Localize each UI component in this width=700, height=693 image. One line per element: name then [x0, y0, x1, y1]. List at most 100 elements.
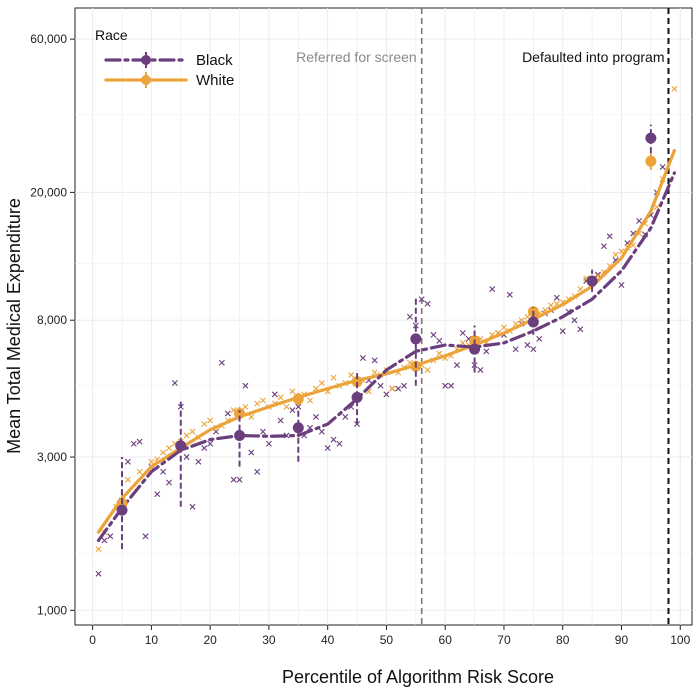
data-point-black [442, 382, 449, 389]
data-point-black [201, 445, 208, 452]
data-point-white [283, 403, 290, 410]
data-point-white [95, 546, 102, 553]
data-point-white [148, 458, 155, 465]
mean-point-black [175, 440, 187, 452]
legend-label-black: Black [196, 52, 233, 69]
data-point-black [448, 382, 455, 389]
x-tick-label: 100 [670, 633, 690, 647]
data-point-black [530, 346, 537, 353]
axes: 0 10 20 30 40 50 60 70 80 90 100 1,000 3,000 8,000 20,… [30, 32, 690, 647]
y-tick-label: 60,000 [30, 32, 67, 46]
data-point-white [254, 400, 261, 407]
data-point-black [183, 454, 190, 461]
data-point-black [295, 403, 302, 410]
data-point-white [248, 413, 255, 420]
mean-point-black [527, 316, 539, 328]
data-point-black [142, 533, 149, 540]
data-point-black [571, 317, 578, 324]
data-point-black [236, 476, 243, 483]
data-point-black [265, 440, 272, 447]
data-point-black [524, 341, 531, 348]
data-point-white [547, 302, 554, 309]
x-axis-title: Percentile of Algorithm Risk Score [282, 667, 554, 687]
data-point-white [330, 374, 337, 381]
data-point-white [424, 366, 431, 373]
data-point-white [201, 421, 208, 428]
data-point-white [518, 317, 525, 324]
legend: Race Black White [95, 27, 234, 89]
mean-point-black [469, 343, 481, 355]
data-point-black [230, 476, 237, 483]
data-point-black [107, 533, 114, 540]
data-point-black [136, 438, 143, 445]
data-point-white [160, 449, 167, 456]
data-point-white [166, 445, 173, 452]
mean-point-white [351, 376, 363, 388]
y-tick-label: 20,000 [30, 185, 67, 199]
data-point-black [471, 362, 478, 369]
x-tick-label: 20 [203, 633, 217, 647]
annotation-referred-for-screen: Referred for screen [296, 49, 417, 65]
data-point-black [459, 329, 466, 336]
data-point-black [553, 294, 560, 301]
data-point-white [671, 85, 678, 92]
data-point-black [506, 291, 513, 298]
data-point-black [271, 391, 278, 398]
data-point-black [130, 440, 137, 447]
smooth-line-white [96, 148, 676, 534]
data-point-black [218, 359, 225, 366]
data-point-black [483, 348, 490, 355]
data-point-black [248, 449, 255, 456]
mean-point-black [116, 504, 128, 516]
legend-label-white: White [196, 72, 234, 89]
data-point-black [618, 281, 625, 288]
x-tick-label: 60 [439, 633, 453, 647]
x-tick-label: 80 [556, 633, 570, 647]
data-point-white [189, 428, 196, 435]
data-point-black [659, 163, 666, 170]
y-axis-title: Mean Total Medical Expenditure [4, 198, 24, 454]
plot-panel [74, 7, 693, 626]
reference-lines: Referred for screen Defaulted into progra… [296, 8, 670, 625]
mean-point-white [234, 407, 246, 419]
data-point-black [594, 271, 601, 278]
data-point-black [401, 382, 408, 389]
data-point-white [207, 417, 214, 424]
data-point-black [606, 233, 613, 240]
mean-point-black [410, 333, 422, 345]
annotation-defaulted-into-program: Defaulted into program [522, 49, 664, 65]
data-point-black [489, 286, 496, 293]
data-point-black [600, 243, 607, 250]
data-point-white [242, 403, 249, 410]
data-point-black [101, 537, 108, 544]
data-point-black [254, 468, 261, 475]
y-tick-label: 8,000 [37, 313, 67, 327]
data-point-black [260, 428, 267, 435]
data-point-white [124, 476, 131, 483]
data-point-black [330, 436, 337, 443]
legend-marker-black [141, 55, 151, 65]
data-point-black [166, 479, 173, 486]
data-point-black [289, 407, 296, 414]
data-point-black [430, 331, 437, 338]
data-point-black [207, 440, 214, 447]
data-point-white [260, 397, 267, 404]
data-point-black [577, 326, 584, 333]
data-point-black [418, 296, 425, 303]
mean-point-black [234, 430, 246, 442]
data-point-black [324, 445, 331, 452]
data-point-white [389, 385, 396, 392]
data-point-black [559, 328, 566, 335]
data-point-black [124, 458, 131, 465]
data-point-black [536, 335, 543, 342]
x-tick-label: 90 [615, 633, 629, 647]
data-point-black [189, 503, 196, 510]
data-point-white [612, 251, 619, 258]
data-point-black [318, 428, 325, 435]
data-point-black [160, 468, 167, 475]
data-point-black [195, 458, 202, 465]
data-point-white [318, 380, 325, 387]
data-point-black [453, 362, 460, 369]
x-tick-label: 10 [145, 633, 159, 647]
